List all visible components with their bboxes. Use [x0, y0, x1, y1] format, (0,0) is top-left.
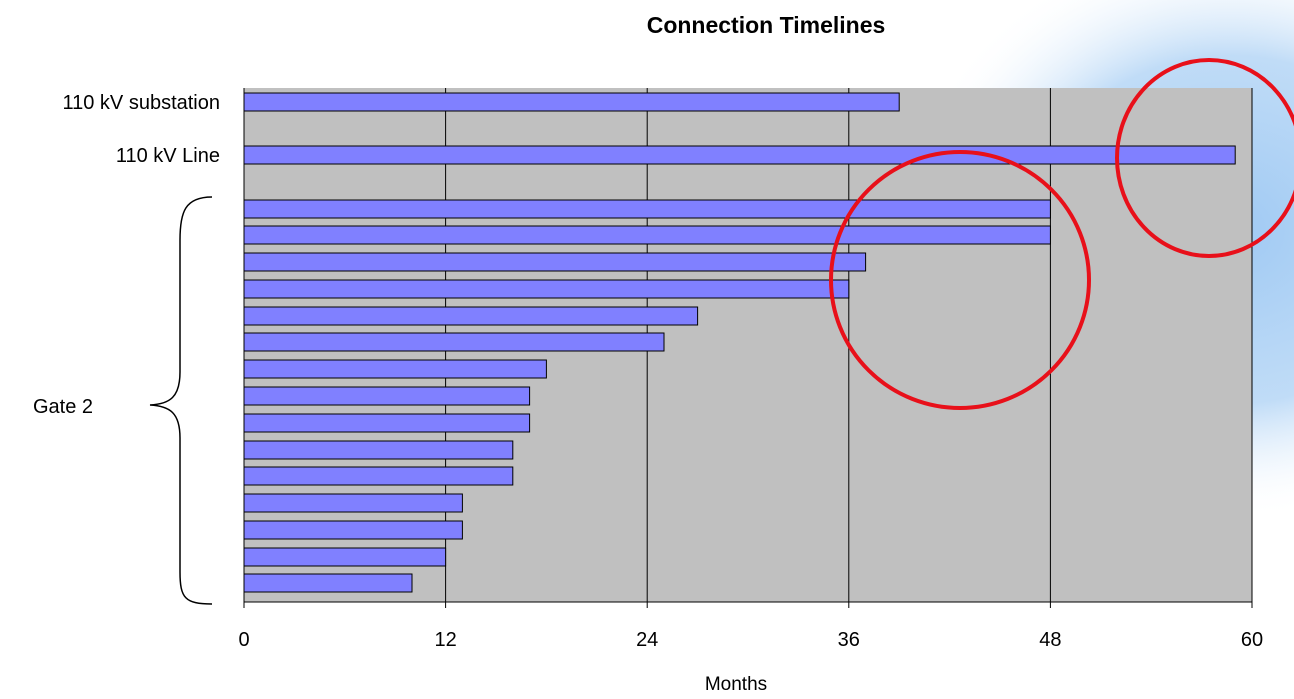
x-tick-label: 0 — [238, 629, 249, 651]
bar — [243, 440, 514, 460]
bar — [243, 547, 447, 567]
bar — [243, 386, 531, 406]
x-tick-label: 12 — [434, 629, 456, 651]
chart-title: Connection Timelines — [647, 12, 886, 38]
x-tick-label: 24 — [636, 629, 658, 651]
x-tick-label: 60 — [1241, 629, 1263, 651]
group-brace — [149, 196, 213, 605]
bar — [243, 332, 665, 352]
bar — [243, 466, 514, 486]
bar — [243, 279, 850, 299]
bar — [243, 252, 867, 272]
bar — [243, 145, 1236, 165]
category-label: 110 kV Line — [116, 145, 220, 167]
bar — [243, 306, 699, 326]
bar — [243, 413, 531, 433]
bar — [243, 493, 463, 513]
category-label: 110 kV substation — [62, 92, 220, 114]
bar — [243, 225, 1051, 245]
annotation-circle-right — [1115, 58, 1294, 258]
x-tick-label: 48 — [1039, 629, 1061, 651]
category-labels: 110 kV substation 110 kV Line — [62, 92, 220, 167]
group-label: Gate 2 — [33, 396, 93, 418]
bars — [243, 92, 1236, 593]
bar — [243, 199, 1051, 219]
x-axis-label: Months — [705, 674, 767, 695]
annotation-circle-left — [829, 150, 1091, 410]
x-tick-labels: 0 12 24 36 48 60 — [238, 602, 1263, 651]
x-tick-label: 36 — [838, 629, 860, 651]
bar — [243, 573, 413, 593]
bar — [243, 520, 463, 540]
bar — [243, 359, 547, 379]
bar — [243, 92, 900, 112]
